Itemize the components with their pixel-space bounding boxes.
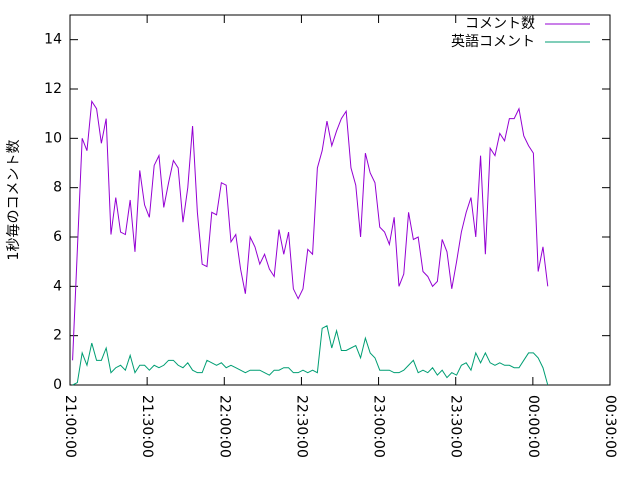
x-tick-label: 22:00:00 bbox=[216, 395, 232, 458]
x-tick-label: 00:00:00 bbox=[525, 395, 541, 458]
legend-label: コメント数 bbox=[465, 16, 535, 32]
y-axis-label: 1秒毎のコメント数 bbox=[6, 140, 22, 261]
y-tick-label: 8 bbox=[53, 180, 62, 196]
y-tick-label: 14 bbox=[44, 32, 62, 48]
x-tick-label: 22:30:00 bbox=[293, 395, 309, 458]
plot-border bbox=[69, 14, 611, 386]
series-line bbox=[72, 325, 549, 386]
x-tick-label: 23:00:00 bbox=[371, 395, 387, 458]
legend-label: 英語コメント bbox=[451, 33, 535, 50]
series-line bbox=[72, 99, 549, 361]
x-tick-label: 21:00:00 bbox=[62, 395, 78, 458]
x-tick-label: 00:30:00 bbox=[602, 395, 618, 458]
y-tick-label: 4 bbox=[53, 278, 62, 294]
y-tick-label: 12 bbox=[44, 81, 62, 97]
x-tick-label: 23:30:00 bbox=[448, 395, 464, 458]
x-tick-label: 21:30:00 bbox=[139, 395, 155, 458]
y-tick-label: 2 bbox=[53, 328, 62, 344]
y-tick-label: 6 bbox=[53, 229, 62, 245]
y-tick-label: 10 bbox=[44, 130, 62, 146]
y-tick-label: 0 bbox=[53, 377, 62, 393]
